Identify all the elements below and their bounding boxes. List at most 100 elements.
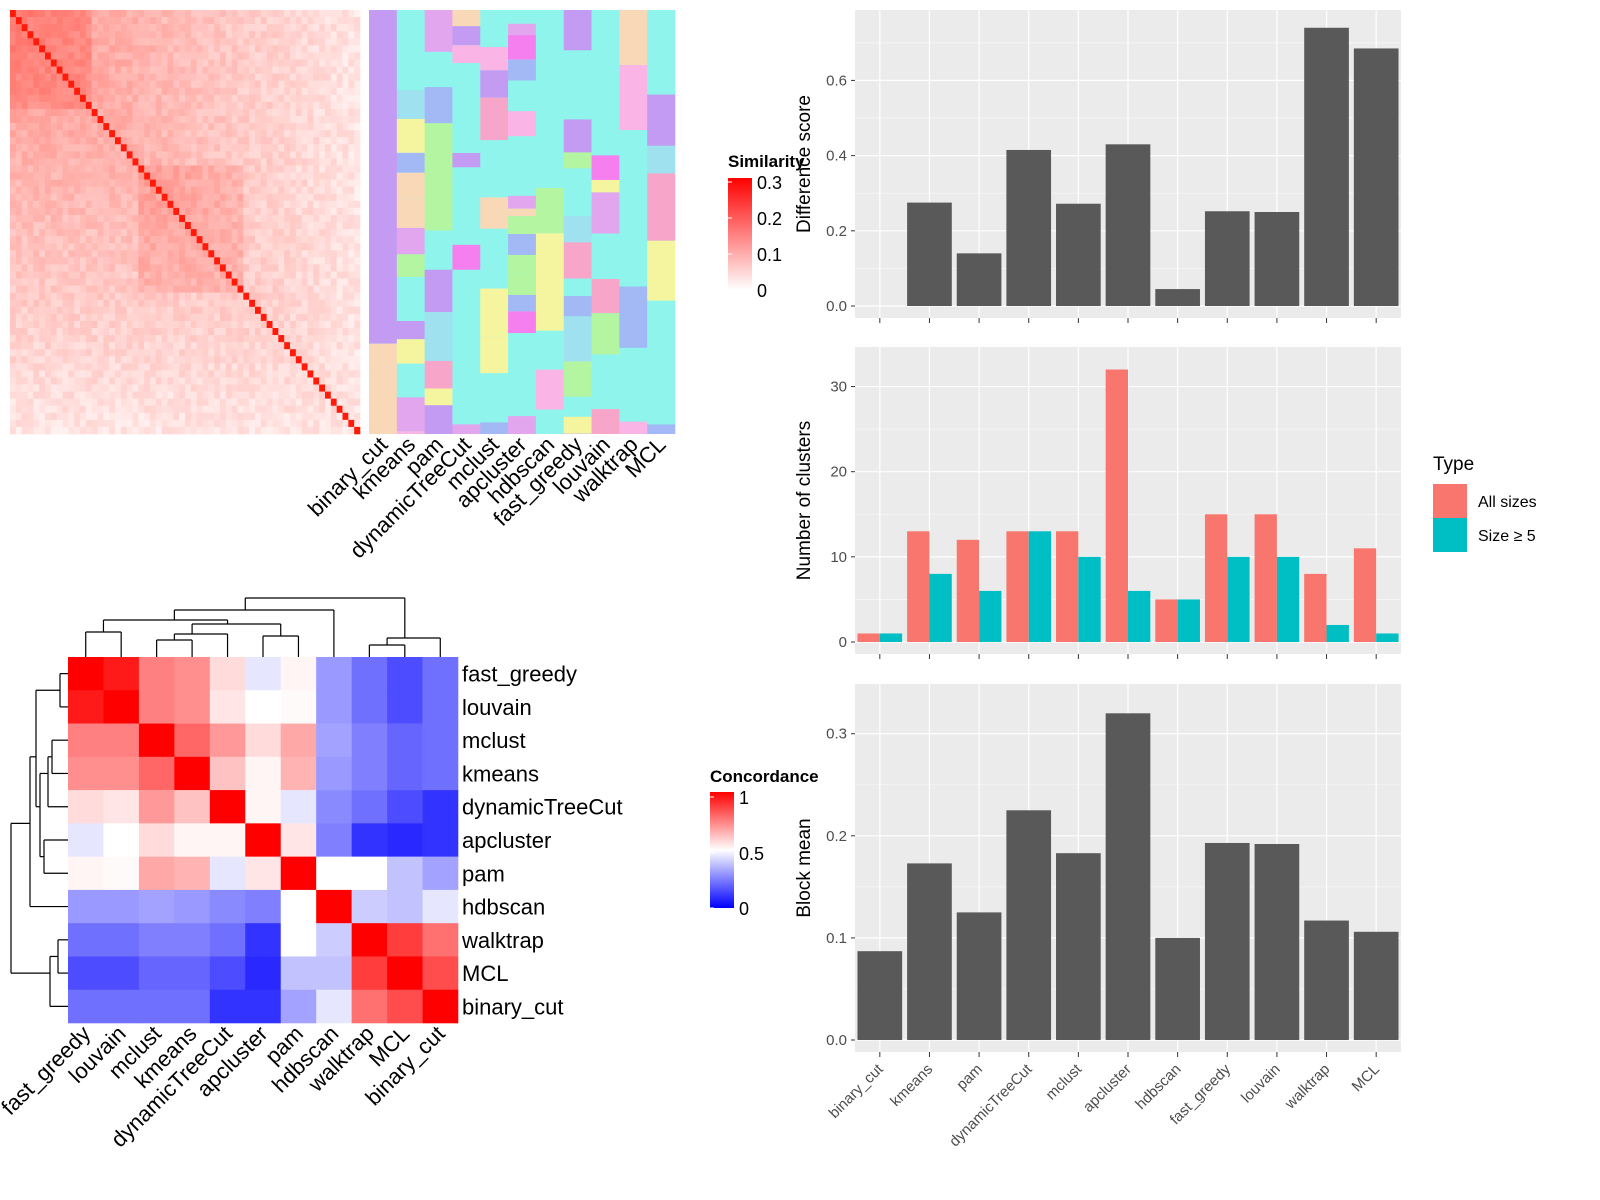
similarity-cell [260, 165, 267, 173]
concordance-cell [174, 790, 211, 824]
assignment-cell [619, 286, 648, 348]
similarity-cell [243, 328, 250, 336]
concordance-cell [209, 823, 246, 857]
similarity-cell [109, 349, 116, 357]
similarity-cell [33, 278, 40, 286]
similarity-cell [243, 391, 250, 399]
similarity-cell [45, 299, 52, 308]
similarity-cell [167, 38, 174, 46]
similarity-cell [179, 306, 186, 315]
similarity-cell [348, 320, 355, 329]
similarity-cell [74, 207, 81, 216]
similarity-cell [126, 363, 133, 371]
similarity-cell [290, 31, 297, 39]
similarity-cell [231, 412, 238, 421]
similarity-cell [185, 172, 192, 180]
similarity-cell [97, 292, 104, 301]
similarity-cell [301, 116, 308, 124]
similarity-cell [260, 151, 267, 159]
similarity-cell [313, 38, 320, 46]
similarity-cell [196, 151, 203, 159]
similarity-cell [295, 426, 302, 435]
similarity-cell [179, 17, 186, 25]
similarity-cell [237, 66, 244, 74]
similarity-cell [325, 214, 332, 223]
similarity-cell [80, 426, 87, 435]
concordance-cell [316, 889, 352, 924]
similarity-cell [290, 236, 297, 244]
similarity-cell [196, 193, 203, 202]
similarity-cell [330, 137, 337, 145]
similarity-cell [161, 17, 168, 25]
concordance-cell [245, 889, 282, 924]
similarity-cell [138, 186, 145, 195]
similarity-cell [126, 328, 133, 336]
concordance-cell [209, 889, 246, 924]
similarity-cell [39, 108, 46, 117]
similarity-cell [39, 313, 46, 322]
similarity-cell [336, 94, 343, 103]
similarity-cell [39, 158, 46, 166]
similarity-cell [220, 214, 227, 223]
similarity-cell [266, 179, 273, 187]
similarity-cell [115, 80, 122, 89]
similarity-cell [62, 130, 69, 138]
similarity-cell [144, 320, 151, 329]
similarity-cell [33, 250, 40, 258]
similarity-cell [132, 165, 139, 173]
similarity-cell [272, 363, 279, 371]
similarity-cell [50, 179, 57, 187]
assignment-cell [508, 195, 537, 209]
similarity-cell [155, 17, 162, 25]
similarity-cell [126, 165, 133, 173]
similarity-cell [39, 45, 46, 53]
assignment-cell [452, 62, 481, 79]
similarity-cell [56, 292, 63, 301]
similarity-cell [155, 412, 162, 421]
similarity-cell [354, 158, 361, 166]
y-tick-label: 0.0 [826, 298, 847, 315]
similarity-cell [220, 320, 227, 329]
similarity-cell [138, 108, 145, 117]
similarity-cell [278, 405, 285, 414]
similarity-cell [103, 73, 110, 81]
similarity-cell [278, 10, 285, 18]
similarity-cell [354, 257, 361, 265]
similarity-cell [313, 419, 320, 428]
similarity-cell [120, 222, 127, 230]
similarity-cell [50, 94, 57, 103]
similarity-cell [173, 349, 180, 357]
similarity-cell [150, 306, 157, 315]
bar [1254, 843, 1300, 1040]
similarity-cell [185, 94, 192, 103]
similarity-cell [179, 264, 186, 272]
similarity-cell [103, 313, 110, 322]
similarity-cell [266, 80, 273, 89]
similarity-cell [115, 45, 122, 53]
similarity-cell [190, 144, 197, 152]
similarity-cell [161, 377, 168, 385]
similarity-cell [348, 236, 355, 244]
similarity-cell [214, 108, 221, 117]
similarity-cell [196, 412, 203, 421]
similarity-cell [278, 186, 285, 195]
assignment-cell [591, 192, 620, 234]
similarity-cell [91, 38, 98, 46]
concordance-row-label: binary_cut [462, 994, 564, 1019]
bar [1304, 920, 1349, 1040]
similarity-cell [325, 193, 332, 202]
similarity-cell [85, 370, 92, 378]
similarity-cell [319, 349, 326, 357]
similarity-cell [15, 342, 22, 350]
similarity-cell [179, 130, 186, 138]
similarity-cell [237, 222, 244, 230]
similarity-cell [313, 123, 320, 131]
assignment-cell [452, 78, 481, 120]
assignment-cell [508, 272, 537, 295]
similarity-cell [45, 193, 52, 202]
similarity-cell [284, 172, 291, 180]
similarity-cell [56, 108, 63, 117]
similarity-cell [132, 94, 139, 103]
similarity-cell [225, 94, 232, 103]
similarity-cell [15, 349, 22, 357]
